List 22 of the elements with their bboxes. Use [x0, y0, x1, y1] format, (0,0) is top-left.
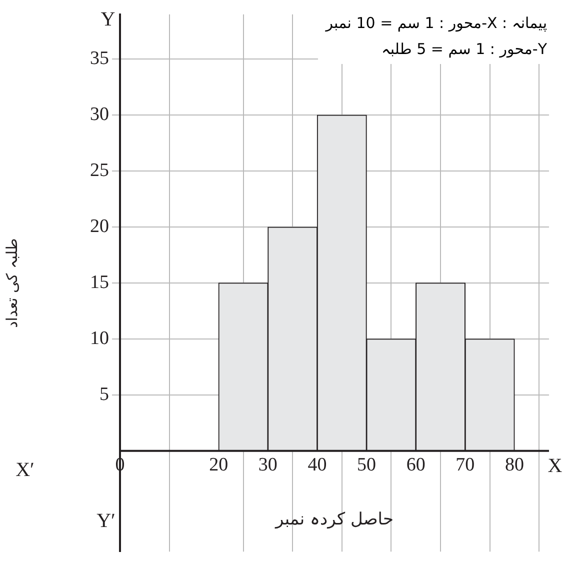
x-tick-label: 40: [308, 454, 327, 476]
x-tick-label: 80: [504, 454, 524, 476]
annotation: Y-محور : 1 سم = 5 طلبہ: [380, 39, 547, 60]
x-tick-label: 50: [357, 454, 376, 476]
annotation: X: [548, 455, 563, 478]
x-tick-label: 20: [209, 454, 228, 476]
y-axis-title: طلبہ کی تعداد: [2, 238, 21, 328]
y-tick-label: 35: [90, 48, 109, 70]
x-tick-label: 60: [406, 454, 426, 476]
y-tick-label: 10: [90, 328, 109, 349]
text: Y: [100, 8, 116, 31]
y-tick-label: 20: [90, 216, 109, 238]
annotation: پیمانہ : X-محور : 1 سم = 10 نمبر: [326, 13, 547, 34]
text: X′: [16, 459, 34, 482]
x-tick-label: 70: [456, 454, 475, 476]
y-tick-label: 5: [100, 384, 109, 405]
y-tick-label: 25: [90, 160, 109, 182]
y-tick-label: 30: [90, 104, 109, 126]
y-tick-label: 15: [90, 272, 109, 293]
text: Y′: [96, 510, 116, 532]
x-axis-title: حاصل کردہ نمبر: [274, 509, 394, 530]
x-tick-label: 30: [258, 454, 278, 476]
